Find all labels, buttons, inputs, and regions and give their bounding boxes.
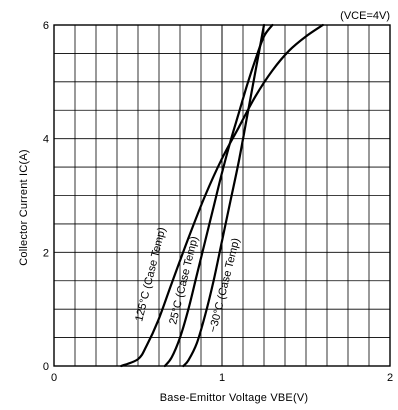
curve-labels: 125°C (Case Temp) 25°C (Case Temp) −30°C (… bbox=[133, 226, 242, 334]
curve-minus30c bbox=[182, 23, 266, 368]
curve-125c bbox=[120, 23, 324, 368]
y-axis-label: Collector Current IC(A) bbox=[18, 149, 30, 265]
y-tick-label: 0 bbox=[43, 361, 49, 373]
y-tick-label: 6 bbox=[43, 20, 49, 32]
x-axis-label: Base-Emittor Voltage VBE(V) bbox=[160, 392, 308, 404]
x-tick-labels: 0 1 2 bbox=[51, 372, 393, 384]
curve-25c bbox=[163, 23, 274, 368]
grid bbox=[54, 25, 390, 366]
y-tick-label: 4 bbox=[43, 134, 49, 146]
test-condition: (VCE=4V) bbox=[340, 10, 390, 22]
x-tick-label: 0 bbox=[51, 372, 57, 384]
x-tick-label: 1 bbox=[219, 372, 225, 384]
y-tick-labels: 0 2 4 6 bbox=[43, 20, 49, 373]
plot-frame bbox=[53, 24, 391, 367]
x-tick-label: 2 bbox=[387, 372, 393, 384]
curves bbox=[120, 23, 324, 368]
y-tick-label: 2 bbox=[43, 247, 49, 259]
